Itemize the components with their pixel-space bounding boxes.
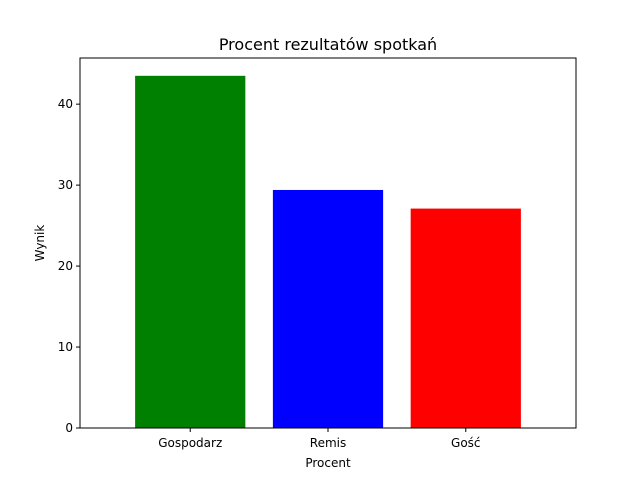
x-tick-label: Gość [451,436,481,450]
bar-2 [410,208,521,428]
y-tick-label: 40 [58,97,73,111]
y-tick-label: 0 [65,421,73,435]
x-tick-label: Remis [310,436,346,450]
bars-group [135,75,521,428]
y-axis-label: Wynik [33,225,47,262]
y-tick-label: 10 [58,340,73,354]
bar-0 [135,75,246,428]
x-axis-ticks: Gospodarz Remis Gość [158,428,481,450]
x-axis-label: Procent [305,456,351,470]
x-tick-label: Gospodarz [158,436,222,450]
chart-title: Procent rezultatów spotkań [219,35,437,54]
y-tick-label: 30 [58,178,73,192]
y-tick-label: 20 [58,259,73,273]
plot-frame [79,57,577,429]
bar-1 [272,189,384,428]
y-axis-ticks: 0 10 20 30 40 [58,97,80,435]
